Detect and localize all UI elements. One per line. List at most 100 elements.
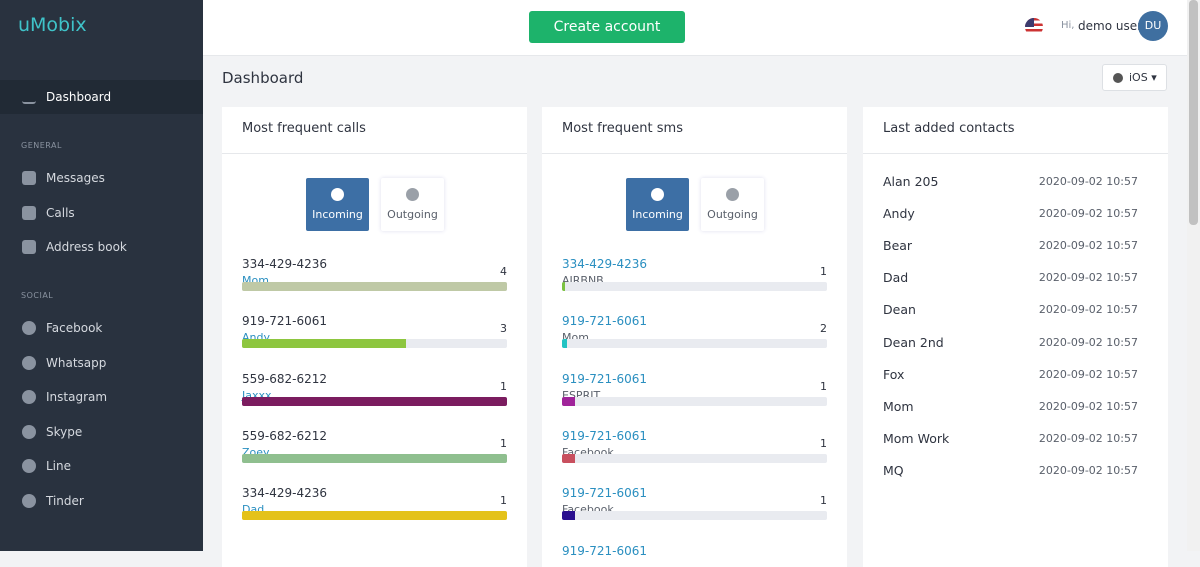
bar-fill	[562, 282, 565, 291]
bar-fill	[562, 511, 576, 521]
nav-item[interactable]: Calls	[0, 196, 203, 230]
platform-label: iOS	[1129, 71, 1148, 84]
section-title: SOCIAL	[21, 291, 54, 300]
tab-button[interactable]: Outgoing	[701, 178, 764, 231]
contact-name[interactable]: Mom Work	[883, 430, 950, 446]
create-account-button[interactable]: Create account	[529, 11, 685, 43]
tab-icon	[651, 188, 664, 201]
platform-select[interactable]: iOS ▾	[1102, 64, 1167, 91]
tab-icon	[406, 188, 419, 201]
contact-date: 2020-09-02 10:57	[1038, 303, 1138, 317]
contacts-card: Last added contacts Alan 205 2020-09-02 10…	[863, 107, 1168, 567]
page-title: Dashboard	[222, 69, 304, 87]
bar-track	[562, 339, 827, 349]
phone-number: 334-429-4236	[242, 257, 328, 271]
contact-name[interactable]: MQ	[883, 462, 904, 478]
tab-button[interactable]: Incoming	[306, 178, 369, 231]
nav-icon	[22, 205, 36, 220]
nav-label: Whatsapp	[46, 355, 107, 370]
contact-date: 2020-09-02 10:57	[1038, 335, 1138, 349]
phone-number: 919-721-6061	[562, 486, 648, 501]
count: 1	[820, 379, 827, 393]
contact-name[interactable]: Andy	[883, 206, 915, 222]
nav-item[interactable]: Messages	[0, 161, 203, 195]
bar-track	[242, 453, 507, 463]
tab-icon	[331, 188, 344, 201]
bar-fill	[562, 396, 576, 406]
contact-name[interactable]: Dad	[883, 270, 909, 286]
contact-date: 2020-09-02 10:57	[1038, 207, 1138, 221]
contact-name[interactable]: Alan 205	[883, 174, 939, 189]
phone-number: 919-721-6061	[562, 314, 648, 329]
card-title: Most frequent calls	[222, 107, 527, 154]
bar-fill	[242, 396, 507, 406]
contact-date: 2020-09-02 10:57	[1038, 367, 1138, 381]
phone-number: 559-682-6212	[242, 371, 328, 386]
contact-date: 2020-09-02 10:57	[1038, 399, 1138, 413]
contact-name[interactable]: Mom	[883, 398, 914, 414]
scrollbar[interactable]	[1187, 0, 1200, 551]
contact-name[interactable]: Bear	[883, 238, 913, 254]
phone-number: 559-682-6212	[242, 428, 328, 443]
flag[interactable]	[1025, 18, 1043, 36]
bar-fill	[562, 339, 568, 349]
sidebar: uMobix Dashboard GENERAL SOCIAL Messages…	[0, 0, 203, 551]
bar-track	[562, 453, 827, 463]
tab-button[interactable]: Outgoing	[381, 178, 444, 231]
nav-label: Tinder	[46, 493, 84, 508]
contact-name[interactable]: Dean 2nd	[883, 334, 944, 350]
nav-icon	[22, 240, 36, 254]
bar-track	[562, 511, 827, 521]
count: 2	[820, 322, 827, 336]
nav-label: Facebook	[46, 321, 103, 335]
avatar[interactable]: DU	[1138, 11, 1168, 41]
phone-number: 334-429-4236	[242, 486, 328, 501]
contact-name[interactable]: Dean	[883, 302, 916, 318]
nav-label: Skype	[46, 424, 83, 439]
nav-label: Messages	[46, 171, 105, 185]
bar-fill	[562, 453, 576, 463]
nav-item[interactable]: Line	[0, 449, 203, 483]
bar-track	[242, 339, 507, 349]
contact-date: 2020-09-02 10:57	[1038, 239, 1138, 253]
contact-name[interactable]: Fox	[883, 366, 905, 382]
nav-icon	[22, 459, 36, 473]
user-name[interactable]: demo user	[1078, 19, 1143, 33]
tab-icon	[726, 188, 739, 201]
nav-item[interactable]: Instagram	[0, 380, 203, 414]
nav-item[interactable]: Skype	[0, 415, 203, 449]
card-title: Last added contacts	[863, 107, 1168, 154]
contact-date: 2020-09-02 10:57	[1038, 431, 1138, 445]
nav-item[interactable]: Tinder	[0, 484, 203, 518]
phone-number: 919-721-6061	[562, 371, 648, 386]
nav-item[interactable]: Dashboard	[0, 80, 203, 114]
bar-track	[562, 282, 827, 291]
tab-button[interactable]: Incoming	[626, 178, 689, 231]
count: 1	[820, 436, 827, 450]
section-title: GENERAL	[21, 141, 62, 150]
nav-icon	[22, 390, 36, 404]
nav-icon	[22, 493, 36, 508]
nav-label: Instagram	[46, 390, 108, 404]
nav-item[interactable]: Address book	[0, 230, 203, 264]
bar-fill	[242, 511, 507, 521]
contact-date: 2020-09-02 10:57	[1038, 271, 1138, 285]
count: 4	[500, 265, 507, 278]
count: 1	[500, 494, 507, 508]
nav-item[interactable]: Whatsapp	[0, 346, 203, 380]
logo: uMobix	[18, 14, 87, 36]
count: 1	[500, 436, 507, 450]
contact-date: 2020-09-02 10:57	[1038, 463, 1138, 477]
nav-icon	[22, 424, 36, 439]
sms-card: Most frequent sms Incoming Outgoing 334-429…	[542, 107, 847, 567]
bar-track	[242, 282, 507, 291]
calls-card: Most frequent calls Incoming Outgoing 334-4…	[222, 107, 527, 567]
nav-icon	[22, 171, 36, 185]
bar-track	[242, 396, 507, 406]
count: 1	[500, 379, 507, 393]
nav-item[interactable]: Facebook	[0, 311, 203, 345]
nav-label: Line	[46, 459, 72, 473]
nav-label: Dashboard	[46, 90, 112, 104]
phone-number: 919-721-6061	[242, 314, 328, 329]
nav-label: Calls	[46, 205, 75, 220]
